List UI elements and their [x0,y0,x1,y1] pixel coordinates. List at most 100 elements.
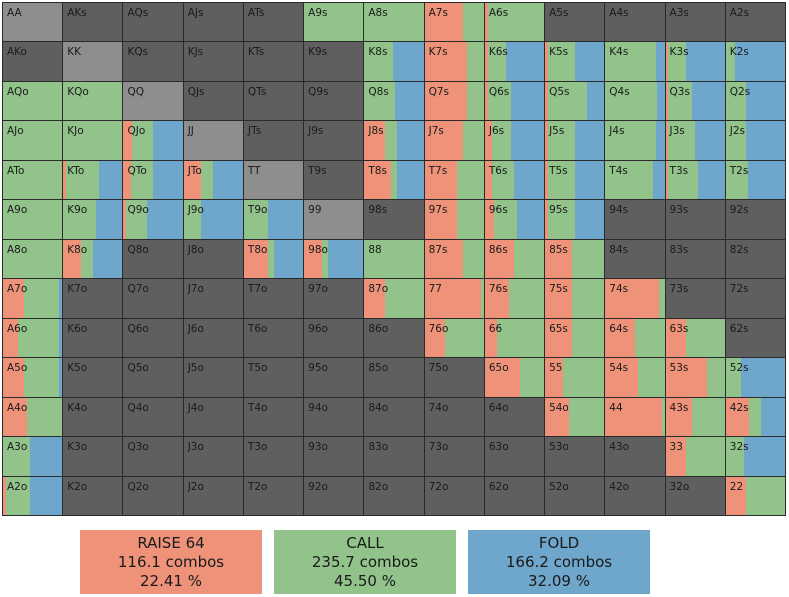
hand-cell-A5o[interactable]: A5o [3,358,63,397]
hand-cell-85o[interactable]: 85o [364,358,424,397]
hand-cell-AJo[interactable]: AJo [3,121,63,160]
hand-cell-KJo[interactable]: KJo [63,121,123,160]
hand-cell-82o[interactable]: 82o [364,476,424,515]
hand-cell-A3o[interactable]: A3o [3,437,63,476]
hand-cell-Q9s[interactable]: Q9s [304,81,364,121]
hand-cell-A4o[interactable]: A4o [3,397,63,437]
hand-cell-Q9o[interactable]: Q9o [123,200,183,239]
hand-cell-74s[interactable]: 74s [605,279,665,318]
hand-cell-Q6o[interactable]: Q6o [123,318,183,358]
hand-cell-K7o[interactable]: K7o [63,279,123,318]
hand-cell-72o[interactable]: 72o [424,476,484,515]
hand-cell-84s[interactable]: 84s [605,239,665,279]
hand-cell-62s[interactable]: 62s [725,318,785,358]
hand-cell-T9o[interactable]: T9o [243,200,304,239]
hand-cell-96o[interactable]: 96o [304,318,364,358]
hand-cell-A6s[interactable]: A6s [484,3,545,42]
hand-cell-74o[interactable]: 74o [424,397,484,437]
hand-cell-A2o[interactable]: A2o [3,476,63,515]
hand-cell-J9s[interactable]: J9s [304,121,364,160]
hand-cell-Q8s[interactable]: Q8s [364,81,424,121]
hand-cell-AA[interactable]: AA [3,3,63,42]
hand-cell-A8s[interactable]: A8s [364,3,424,42]
hand-cell-J3o[interactable]: J3o [183,437,243,476]
hand-cell-A7s[interactable]: A7s [424,3,484,42]
hand-cell-A8o[interactable]: A8o [3,239,63,279]
hand-cell-Q7s[interactable]: Q7s [424,81,484,121]
hand-cell-76o[interactable]: 76o [424,318,484,358]
hand-cell-63o[interactable]: 63o [484,437,545,476]
hand-cell-A2s[interactable]: A2s [725,3,785,42]
hand-cell-K9s[interactable]: K9s [304,42,364,81]
hand-cell-T7s[interactable]: T7s [424,160,484,200]
hand-cell-T4s[interactable]: T4s [605,160,665,200]
hand-cell-A5s[interactable]: A5s [545,3,605,42]
hand-cell-Q4o[interactable]: Q4o [123,397,183,437]
hand-cell-73s[interactable]: 73s [665,279,725,318]
hand-cell-KK[interactable]: KK [63,42,123,81]
hand-cell-K4o[interactable]: K4o [63,397,123,437]
hand-cell-Q7o[interactable]: Q7o [123,279,183,318]
hand-cell-86o[interactable]: 86o [364,318,424,358]
hand-cell-A3s[interactable]: A3s [665,3,725,42]
hand-cell-32s[interactable]: 32s [725,437,785,476]
hand-cell-AQs[interactable]: AQs [123,3,183,42]
hand-cell-64o[interactable]: 64o [484,397,545,437]
hand-cell-72s[interactable]: 72s [725,279,785,318]
hand-cell-Q4s[interactable]: Q4s [605,81,665,121]
hand-cell-QJs[interactable]: QJs [183,81,243,121]
hand-cell-97o[interactable]: 97o [304,279,364,318]
hand-cell-Q8o[interactable]: Q8o [123,239,183,279]
hand-cell-86s[interactable]: 86s [484,239,545,279]
hand-cell-K8o[interactable]: K8o [63,239,123,279]
hand-cell-Q3s[interactable]: Q3s [665,81,725,121]
hand-cell-33[interactable]: 33 [665,437,725,476]
hand-cell-42o[interactable]: 42o [605,476,665,515]
hand-cell-ATo[interactable]: ATo [3,160,63,200]
hand-cell-J7s[interactable]: J7s [424,121,484,160]
hand-cell-53s[interactable]: 53s [665,358,725,397]
hand-cell-J8o[interactable]: J8o [183,239,243,279]
hand-cell-73o[interactable]: 73o [424,437,484,476]
hand-cell-94s[interactable]: 94s [605,200,665,239]
hand-cell-QQ[interactable]: QQ [123,81,183,121]
hand-cell-64s[interactable]: 64s [605,318,665,358]
hand-cell-32o[interactable]: 32o [665,476,725,515]
hand-cell-T3s[interactable]: T3s [665,160,725,200]
hand-cell-T5o[interactable]: T5o [243,358,304,397]
hand-cell-A6o[interactable]: A6o [3,318,63,358]
hand-cell-Q2o[interactable]: Q2o [123,476,183,515]
hand-cell-83o[interactable]: 83o [364,437,424,476]
hand-cell-KQo[interactable]: KQo [63,81,123,121]
hand-cell-42s[interactable]: 42s [725,397,785,437]
hand-cell-93s[interactable]: 93s [665,200,725,239]
hand-cell-AQo[interactable]: AQo [3,81,63,121]
hand-cell-JJ[interactable]: JJ [183,121,243,160]
hand-cell-87o[interactable]: 87o [364,279,424,318]
hand-cell-43s[interactable]: 43s [665,397,725,437]
hand-cell-Q2s[interactable]: Q2s [725,81,785,121]
hand-cell-ATs[interactable]: ATs [243,3,304,42]
hand-cell-A9o[interactable]: A9o [3,200,63,239]
hand-cell-92o[interactable]: 92o [304,476,364,515]
hand-cell-K5s[interactable]: K5s [545,42,605,81]
hand-cell-J2o[interactable]: J2o [183,476,243,515]
hand-cell-84o[interactable]: 84o [364,397,424,437]
hand-cell-J9o[interactable]: J9o [183,200,243,239]
hand-cell-A7o[interactable]: A7o [3,279,63,318]
hand-cell-K2s[interactable]: K2s [725,42,785,81]
hand-cell-QJo[interactable]: QJo [123,121,183,160]
hand-cell-T7o[interactable]: T7o [243,279,304,318]
hand-cell-95o[interactable]: 95o [304,358,364,397]
hand-cell-K9o[interactable]: K9o [63,200,123,239]
hand-cell-43o[interactable]: 43o [605,437,665,476]
hand-cell-97s[interactable]: 97s [424,200,484,239]
hand-cell-JTo[interactable]: JTo [183,160,243,200]
hand-cell-75o[interactable]: 75o [424,358,484,397]
hand-cell-QTs[interactable]: QTs [243,81,304,121]
hand-cell-96s[interactable]: 96s [484,200,545,239]
hand-cell-92s[interactable]: 92s [725,200,785,239]
hand-cell-22[interactable]: 22 [725,476,785,515]
hand-cell-A4s[interactable]: A4s [605,3,665,42]
hand-cell-Q5o[interactable]: Q5o [123,358,183,397]
